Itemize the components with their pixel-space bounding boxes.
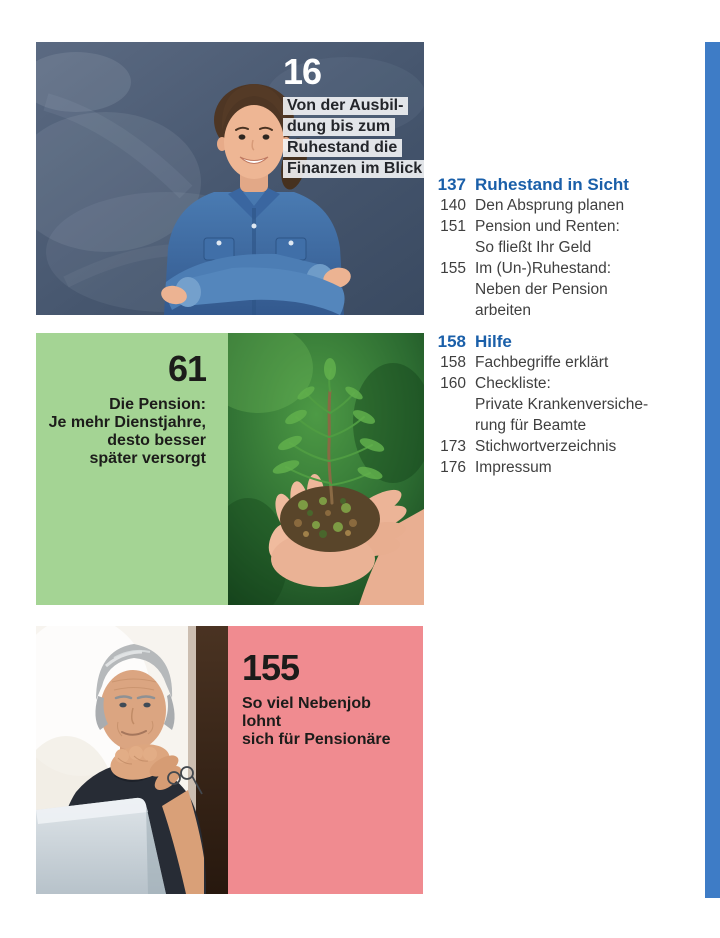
toc-entry-page: 155 bbox=[440, 260, 466, 277]
toc-entry: 160 Checkliste: bbox=[433, 373, 705, 394]
caption-line: So viel Nebenjob lohnt bbox=[242, 695, 371, 730]
toc-entry: 140 Den Absprung planen bbox=[433, 195, 705, 216]
toc-entry-page bbox=[433, 300, 466, 321]
feature-teaser-16: 16 Von der Ausbil- dung bis zum Ruhestan… bbox=[36, 42, 424, 315]
toc-entry-wrap: Private Krankenversiche- bbox=[433, 394, 705, 415]
toc-entry-wrap: So fließt Ihr Geld bbox=[433, 237, 705, 258]
toc-entry-page: 140 bbox=[440, 197, 466, 214]
toc-entry: 151 Pension und Renten: bbox=[433, 216, 705, 237]
toc-entry-label: So fließt Ihr Geld bbox=[475, 239, 592, 256]
toc-entry-label: Private Krankenversiche- bbox=[475, 396, 649, 413]
toc-section-hilfe: 158 Hilfe 158 Fachbegriffe erklärt 160 C… bbox=[433, 331, 705, 478]
toc-entry: 173 Stichwortverzeichnis bbox=[433, 436, 705, 457]
caption-line: desto besser bbox=[107, 432, 206, 449]
toc-entry-label: Fachbegriffe erklärt bbox=[475, 354, 609, 371]
feature-page-number: 61 bbox=[167, 348, 207, 389]
color-block-pink: 155 So viel Nebenjob lohnt sich für Pens… bbox=[228, 626, 423, 894]
toc-section-heading: 137 Ruhestand in Sicht bbox=[433, 174, 705, 195]
toc-entry-label: Stichwortverzeichnis bbox=[475, 438, 617, 455]
toc-entry-label: Impressum bbox=[475, 459, 552, 476]
feature-page-number: 16 bbox=[283, 51, 322, 92]
toc-entry: 155 Im (Un-)Ruhestand: bbox=[433, 258, 705, 279]
toc-entry-label: Ruhestand in Sicht bbox=[475, 175, 629, 194]
toc-entry-page: 137 bbox=[437, 175, 466, 194]
toc-entry-label: Neben der Pension bbox=[475, 281, 608, 298]
caption-line: dung bis zum bbox=[283, 118, 396, 136]
table-of-contents: 137 Ruhestand in Sicht 140 Den Absprung … bbox=[433, 174, 705, 478]
seedling-photo bbox=[228, 333, 424, 605]
toc-entry: 176 Impressum bbox=[433, 457, 705, 478]
feature-caption: Die Pension: Je mehr Dienstjahre, desto … bbox=[46, 396, 206, 468]
feature-page-number: 155 bbox=[242, 647, 300, 688]
toc-entry-label: Hilfe bbox=[475, 332, 512, 351]
toc-entry-page: 151 bbox=[440, 218, 466, 235]
caption-line: später versorgt bbox=[89, 450, 207, 467]
caption-line: Finanzen im Blick bbox=[283, 160, 424, 178]
toc-entry-page: 176 bbox=[440, 459, 466, 476]
accent-bar bbox=[705, 42, 720, 898]
caption-line: Je mehr Dienstjahre, bbox=[48, 414, 206, 431]
caption-line: Die Pension: bbox=[109, 396, 206, 413]
toc-entry-label: Pension und Renten: bbox=[475, 218, 620, 235]
toc-section-ruhestand: 137 Ruhestand in Sicht 140 Den Absprung … bbox=[433, 174, 705, 321]
toc-section-heading: 158 Hilfe bbox=[433, 331, 705, 352]
senior-man-photo bbox=[36, 626, 228, 894]
toc-entry-page: 160 bbox=[440, 375, 466, 392]
seedling-in-hands-photo-illustration bbox=[228, 333, 424, 605]
caption-line: Von der Ausbil- bbox=[283, 97, 409, 115]
toc-entry-label: Checkliste: bbox=[475, 375, 551, 392]
feature-caption: Von der Ausbil- dung bis zum Ruhestand d… bbox=[283, 97, 424, 178]
toc-entry-wrap: arbeiten bbox=[433, 300, 705, 321]
caption-line: sich für Pensionäre bbox=[242, 731, 391, 748]
toc-entry-label: Im (Un-)Ruhestand: bbox=[475, 260, 612, 277]
senior-man-laptop-photo-illustration bbox=[36, 626, 228, 894]
toc-entry-page bbox=[433, 415, 466, 436]
toc-entry-page bbox=[433, 394, 466, 415]
toc-entry: 158 Fachbegriffe erklärt bbox=[433, 352, 705, 373]
toc-entry-label: arbeiten bbox=[475, 302, 532, 319]
toc-entry-page bbox=[433, 279, 466, 300]
toc-entry-page bbox=[433, 237, 466, 258]
toc-entry-label: rung für Beamte bbox=[475, 417, 587, 434]
toc-entry-label: Den Absprung planen bbox=[475, 197, 625, 214]
color-block-green: 61 Die Pension: Je mehr Dienstjahre, des… bbox=[36, 333, 228, 605]
toc-entry-wrap: Neben der Pension bbox=[433, 279, 705, 300]
feature-caption: So viel Nebenjob lohnt sich für Pensionä… bbox=[242, 695, 409, 749]
toc-entry-page: 173 bbox=[440, 438, 466, 455]
toc-entry-page: 158 bbox=[437, 332, 466, 351]
feature-overlay: 16 Von der Ausbil- dung bis zum Ruhestan… bbox=[283, 54, 424, 181]
caption-line: Ruhestand die bbox=[283, 139, 403, 157]
toc-entry-wrap: rung für Beamte bbox=[433, 415, 705, 436]
toc-entry-page: 158 bbox=[440, 354, 466, 371]
